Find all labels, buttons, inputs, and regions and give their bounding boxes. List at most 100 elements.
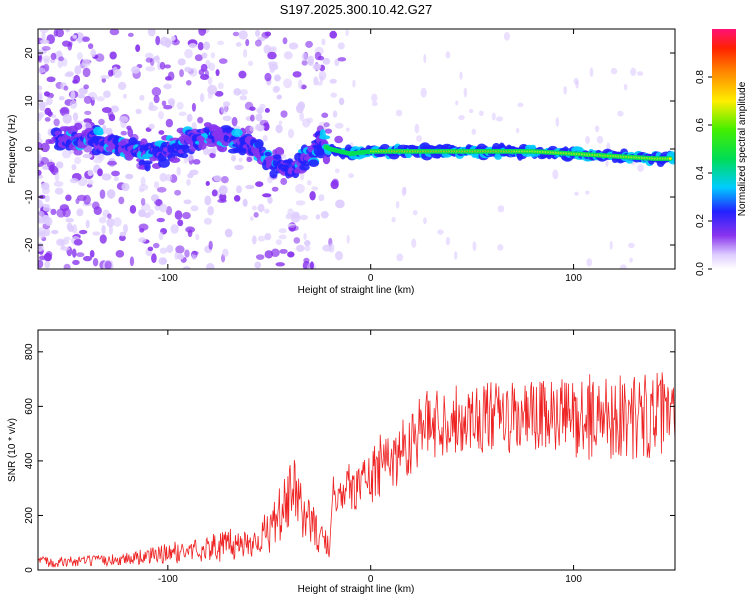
heatmap-noise-cell bbox=[148, 123, 155, 130]
heatmap-noise-cell bbox=[309, 191, 316, 201]
colorbar-ticks: 0.0 0.2 0.4 0.6 0.8 bbox=[695, 70, 712, 276]
heatmap-noise-cell bbox=[47, 111, 53, 117]
heatmap-ridge-cell bbox=[144, 162, 151, 172]
heatmap-noise-cell bbox=[269, 68, 275, 73]
heatmap-noise-cell bbox=[208, 62, 216, 71]
heatmap-noise-cell bbox=[72, 248, 77, 258]
heatmap-noise-cell bbox=[295, 183, 305, 194]
heatmap-noise-cell bbox=[198, 29, 207, 36]
heatmap-noise-cell bbox=[346, 234, 350, 244]
heatmap-noise-cell bbox=[105, 127, 113, 135]
heatmap-noise-cell bbox=[307, 55, 315, 65]
heatmap-noise-cell bbox=[309, 261, 314, 269]
heatmap-noise-cell bbox=[298, 79, 303, 90]
heatmap-noise-cell bbox=[254, 39, 262, 47]
heatmap-noise-cell bbox=[45, 251, 53, 258]
heatmap-noise-cell bbox=[220, 105, 228, 115]
y-tick-label: 20 bbox=[24, 47, 35, 59]
heatmap-noise-cell bbox=[62, 113, 72, 124]
colorbar-tick-label: 0.8 bbox=[695, 70, 706, 84]
heatmap-noise-cell bbox=[122, 93, 127, 99]
heatmap-noise-cell bbox=[585, 190, 590, 195]
spectrogram-ylabel: Frequency (Hz) bbox=[7, 115, 18, 184]
heatmap-ridge-cell bbox=[273, 154, 282, 160]
heatmap-noise-cell bbox=[159, 247, 168, 254]
heatmap-noise-cell bbox=[50, 58, 56, 64]
heatmap-noise-cell bbox=[53, 118, 60, 127]
heatmap-noise-cell bbox=[264, 232, 272, 241]
heatmap-noise-cell bbox=[334, 168, 340, 174]
heatmap-noise-cell bbox=[38, 112, 45, 118]
heatmap-noise-cell bbox=[98, 216, 107, 224]
heatmap-noise-cell bbox=[192, 251, 199, 256]
heatmap-ridge-cell bbox=[254, 139, 264, 149]
heatmap-noise-cell bbox=[82, 36, 90, 42]
colorbar: 0.0 0.2 0.4 0.6 0.8 Normalized spectral ampl… bbox=[695, 29, 748, 276]
heatmap-noise-cell bbox=[491, 112, 496, 121]
heatmap-noise-cell bbox=[139, 228, 145, 233]
heatmap-noise-cell bbox=[334, 250, 343, 261]
heatmap-noise-cell bbox=[151, 87, 162, 97]
heatmap-noise-cell bbox=[209, 152, 216, 159]
heatmap-noise-cell bbox=[255, 254, 265, 260]
heatmap-noise-cell bbox=[280, 110, 288, 118]
heatmap-noise-cell bbox=[278, 228, 287, 234]
colorbar-tick-label: 0.2 bbox=[695, 214, 706, 228]
heatmap-noise-cell bbox=[77, 94, 86, 99]
heatmap-noise-cell bbox=[148, 105, 158, 112]
heatmap-noise-cell bbox=[264, 208, 270, 214]
heatmap-noise-cell bbox=[165, 118, 174, 128]
heatmap-noise-cell bbox=[222, 248, 229, 257]
y-tick-label: 600 bbox=[24, 398, 35, 415]
heatmap-noise-cell bbox=[329, 30, 337, 39]
heatmap-noise-cell bbox=[108, 224, 113, 235]
heatmap-noise-cell bbox=[100, 75, 110, 80]
heatmap-noise-cell bbox=[238, 70, 247, 79]
heatmap-noise-cell bbox=[176, 166, 181, 176]
heatmap-noise-cell bbox=[71, 164, 77, 171]
heatmap-noise-cell bbox=[44, 195, 50, 203]
heatmap-noise-cell bbox=[131, 66, 141, 74]
heatmap-noise-cell bbox=[222, 115, 232, 122]
heatmap-noise-cell bbox=[199, 93, 205, 103]
heatmap-noise-cell bbox=[304, 240, 311, 247]
heatmap-noise-cell bbox=[299, 111, 304, 122]
heatmap-noise-cell bbox=[620, 264, 627, 269]
heatmap-noise-cell bbox=[255, 29, 261, 37]
heatmap-noise-cell bbox=[239, 89, 248, 96]
y-tick-label: 400 bbox=[24, 452, 35, 469]
heatmap-noise-cell bbox=[63, 263, 71, 269]
heatmap-noise-cell bbox=[41, 45, 51, 51]
heatmap-noise-cell bbox=[437, 229, 444, 235]
heatmap-noise-cell bbox=[445, 236, 451, 246]
heatmap-noise-cell bbox=[113, 176, 119, 182]
heatmap-noise-cell bbox=[617, 110, 624, 117]
heatmap-ridge-cell bbox=[231, 128, 243, 138]
heatmap-noise-cell bbox=[98, 153, 105, 161]
heatmap-noise-cell bbox=[330, 92, 338, 98]
heatmap-noise-cell bbox=[197, 116, 204, 124]
heatmap-noise-cell bbox=[275, 124, 283, 134]
heatmap-noise-cell bbox=[158, 257, 168, 265]
heatmap-noise-cell bbox=[97, 168, 103, 177]
heatmap-noise-cell bbox=[41, 182, 50, 190]
heatmap-noise-cell bbox=[38, 216, 42, 224]
heatmap-ridge-cell bbox=[308, 159, 320, 168]
heatmap-noise-cell bbox=[267, 61, 278, 67]
heatmap-noise-cell bbox=[104, 260, 112, 269]
heatmap-noise-cell bbox=[459, 71, 463, 80]
heatmap-noise-cell bbox=[283, 78, 293, 89]
heatmap-noise-cell bbox=[585, 136, 591, 145]
heatmap-noise-cell bbox=[70, 90, 76, 101]
heatmap-noise-cell bbox=[238, 30, 248, 40]
heatmap-noise-cell bbox=[159, 172, 168, 182]
heatmap-noise-cell bbox=[324, 128, 333, 134]
heatmap-noise-cell bbox=[263, 44, 271, 54]
heatmap-noise-cell bbox=[264, 107, 270, 113]
heatmap-noise-cell bbox=[200, 63, 208, 72]
heatmap-noise-cell bbox=[106, 217, 115, 228]
heatmap-noise-cell bbox=[170, 224, 179, 234]
heatmap-noise-cell bbox=[39, 230, 47, 237]
heatmap-noise-cell bbox=[38, 142, 43, 149]
heatmap-noise-cell bbox=[68, 41, 73, 47]
